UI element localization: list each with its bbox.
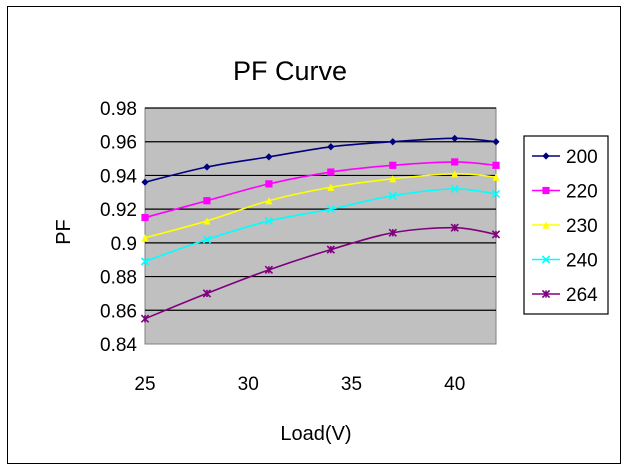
series-230 (141, 170, 500, 242)
legend-label: 200 (566, 147, 598, 168)
x-axis-label: Load(V) (280, 423, 351, 445)
legend-label: 230 (566, 216, 598, 237)
x-tick-labels: 25 30 35 40 (134, 374, 465, 395)
y-tick-label: 0.88 (100, 268, 137, 289)
legend-marker (542, 221, 550, 229)
data-point-264 (388, 228, 397, 237)
data-point-200 (389, 138, 397, 146)
legend-label: 240 (566, 251, 598, 272)
y-tick-label: 0.86 (100, 301, 137, 322)
series-220 (141, 158, 500, 222)
legend-marker (542, 186, 550, 195)
x-tick-label: 40 (444, 374, 465, 395)
data-point-230 (451, 170, 459, 178)
series-layer (140, 134, 501, 323)
data-point-200 (203, 163, 211, 171)
y-tick-labels: 0.84 0.86 0.88 0.9 0.92 0.94 0.96 0.98 (100, 99, 137, 356)
y-axis-label: PF (53, 219, 75, 245)
data-point-240 (140, 257, 150, 266)
series-264 (140, 223, 501, 323)
data-point-220 (389, 161, 397, 169)
data-point-230 (389, 175, 397, 183)
data-point-200 (265, 153, 273, 161)
legend-label: 264 (566, 285, 598, 306)
data-point-230 (265, 197, 273, 205)
legend-item-264: 264 (532, 285, 598, 306)
data-point-264 (326, 245, 335, 254)
x-tick-label: 30 (238, 374, 259, 395)
data-point-230 (141, 234, 149, 242)
data-point-264 (450, 223, 459, 232)
x-tick-label: 35 (341, 374, 362, 395)
data-point-200 (141, 178, 149, 186)
data-point-220 (492, 161, 500, 169)
data-point-200 (451, 134, 459, 142)
data-point-220 (327, 168, 335, 176)
legend-marker (541, 289, 551, 299)
y-tick-label: 0.96 (100, 133, 137, 154)
y-tick-label: 0.98 (100, 99, 137, 120)
data-point-230 (492, 173, 500, 181)
data-point-200 (327, 143, 335, 151)
plot-background (144, 107, 497, 345)
legend-label: 220 (566, 182, 598, 203)
y-tick-label: 0.84 (100, 335, 137, 356)
series-240 (140, 184, 501, 266)
legend-item-200: 200 (532, 147, 598, 168)
legend-item-230: 230 (532, 216, 598, 237)
data-point-220 (141, 213, 149, 222)
legend-item-240: 240 (532, 251, 598, 272)
data-point-240 (202, 235, 212, 244)
data-point-240 (450, 184, 459, 194)
data-point-220 (451, 158, 459, 166)
y-tick-label: 0.9 (111, 234, 137, 255)
data-point-264 (491, 230, 501, 239)
legend-item-220: 220 (532, 182, 598, 203)
x-tick-label: 25 (134, 374, 155, 395)
y-tick-label: 0.94 (100, 166, 137, 187)
data-point-200 (492, 138, 500, 146)
y-tick-label: 0.92 (100, 200, 137, 221)
legend-marker (541, 255, 551, 264)
legend: 200 220 230 240 264 (523, 135, 609, 315)
chart-title: PF Curve (233, 56, 347, 86)
data-point-240 (326, 204, 335, 214)
series-200 (141, 134, 500, 186)
data-point-220 (265, 180, 273, 188)
data-point-264 (264, 265, 274, 274)
data-point-240 (264, 216, 274, 226)
data-point-264 (140, 314, 150, 323)
data-point-230 (327, 183, 335, 191)
data-point-230 (203, 217, 211, 225)
data-point-240 (491, 189, 501, 199)
plot-area (144, 107, 497, 345)
legend-marker (542, 152, 550, 160)
data-point-220 (203, 197, 211, 205)
data-point-240 (388, 191, 397, 200)
data-point-264 (202, 289, 212, 298)
